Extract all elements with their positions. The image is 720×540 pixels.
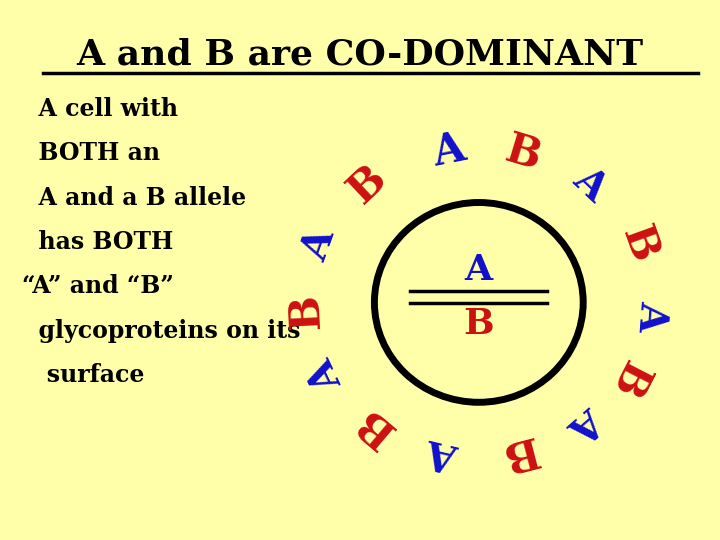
Text: A: A <box>296 224 341 266</box>
Text: B: B <box>602 354 655 404</box>
Text: B: B <box>284 292 328 329</box>
Text: BOTH an: BOTH an <box>22 141 160 165</box>
Text: B: B <box>341 157 395 212</box>
Text: A: A <box>424 431 462 475</box>
Text: B: B <box>495 428 540 477</box>
Text: has BOTH: has BOTH <box>22 230 173 254</box>
Text: B: B <box>613 221 665 268</box>
Text: A: A <box>429 127 469 174</box>
Text: B: B <box>348 398 402 453</box>
Text: glycoproteins on its: glycoproteins on its <box>22 319 300 342</box>
Text: B: B <box>500 129 546 179</box>
Text: A: A <box>566 160 614 208</box>
Text: A: A <box>562 400 609 448</box>
Text: A and a B allele: A and a B allele <box>22 186 246 210</box>
Text: surface: surface <box>22 363 144 387</box>
Ellipse shape <box>374 202 583 402</box>
Text: A and B are CO-DOMINANT: A and B are CO-DOMINANT <box>76 38 644 72</box>
Text: A: A <box>631 299 671 332</box>
Text: A: A <box>464 253 493 287</box>
Text: A: A <box>302 353 350 396</box>
Text: “A” and “B”: “A” and “B” <box>22 274 174 298</box>
Text: B: B <box>464 307 494 341</box>
Text: A cell with: A cell with <box>22 97 178 121</box>
